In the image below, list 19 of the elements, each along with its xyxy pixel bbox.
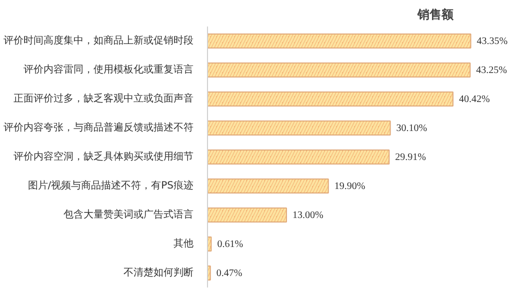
data-label: 29.91% (395, 152, 426, 163)
data-label: 19.90% (334, 181, 366, 192)
y-tick-label: 其他 (174, 238, 194, 250)
data-label: 0.47% (216, 268, 242, 279)
data-label: 13.00% (292, 210, 324, 221)
data-label: 43.25% (476, 65, 507, 76)
y-tick-label: 评价时间高度集中，如商品上新或促销时段 (4, 34, 194, 46)
data-label: 0.61% (217, 239, 244, 250)
chart-title: 销售额 (416, 8, 454, 22)
y-tick-label: 评价内容空洞，缺乏具体购买或使用细节 (14, 150, 194, 162)
data-label: 43.35% (476, 36, 508, 47)
y-tick-label: 包含大量赞美词或广告式语言 (64, 208, 194, 220)
y-tick-label: 评价内容夸张，与商品普遍反馈或描述不符 (4, 122, 194, 134)
y-tick-label: 图片/视频与商品描述不符，有PS痕迹 (28, 180, 194, 192)
data-label: 30.10% (396, 123, 428, 134)
data-label: 40.42% (458, 94, 490, 105)
y-tick-label: 不清楚如何判断 (124, 266, 194, 278)
y-tick-label: 评价内容雷同，使用模板化或重复语言 (24, 64, 194, 76)
y-tick-label: 正面评价过多，缺乏客观中立或负面声音 (14, 92, 194, 104)
